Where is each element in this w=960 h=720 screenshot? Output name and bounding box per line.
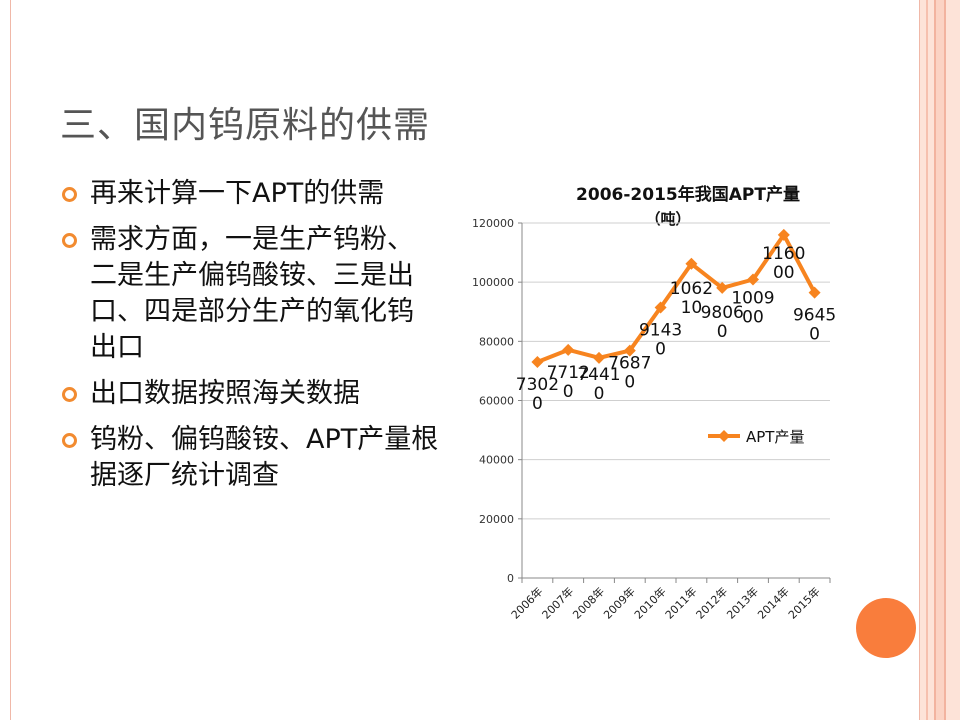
bullet-item: 再来计算一下APT的供需: [60, 176, 440, 212]
x-tick-label: 2013年: [724, 584, 761, 621]
x-tick-label: 2007年: [539, 584, 576, 621]
data-point: [808, 286, 821, 299]
bullet-item: 需求方面，一是生产钨粉、二是生产偏钨酸铵、三是出口、四是部分生产的氧化钨出口: [60, 222, 440, 366]
x-tick-label: 2008年: [570, 584, 607, 621]
legend-marker-icon: [718, 430, 730, 442]
data-label: 7441 0: [577, 365, 620, 404]
decorative-orange-circle: [856, 598, 916, 658]
bullet-text: 钨粉、偏钨酸铵、APT产量根据逐厂统计调查: [90, 424, 439, 491]
data-point: [777, 228, 790, 241]
data-point: [623, 344, 636, 357]
y-tick-label: 100000: [472, 276, 514, 289]
y-tick-label: 120000: [472, 217, 514, 230]
slide-title: 三、国内钨原料的供需: [60, 105, 431, 146]
data-label: 9645 0: [793, 306, 836, 345]
plot-area: 0200004000060000800001000001200002006年20…: [472, 217, 836, 622]
bullet-ring-icon: [62, 387, 77, 402]
chart-title-unit: （吨）: [645, 210, 690, 228]
data-point: [654, 301, 667, 314]
chart-title: 2006-2015年我国APT产量: [576, 184, 800, 205]
x-tick-label: 2011年: [662, 584, 699, 621]
data-label: 7712 0: [547, 363, 590, 402]
data-label: 9143 0: [639, 321, 682, 360]
data-point: [593, 351, 605, 364]
data-point: [716, 281, 729, 294]
legend-label: APT产量: [746, 428, 804, 446]
bullet-list: 再来计算一下APT的供需 需求方面，一是生产钨粉、二是生产偏钨酸铵、三是出口、四…: [60, 176, 440, 504]
x-tick-label: 2006年: [508, 584, 545, 621]
apt-production-chart: 2006-2015年我国APT产量 （吨） 0 20000 40000 60000 80…: [472, 184, 836, 622]
data-label: 7302 0: [516, 375, 559, 414]
y-tick-label: 60000: [479, 395, 514, 408]
bullet-ring-icon: [62, 187, 77, 202]
y-tick-label: 0: [507, 572, 514, 585]
bullet-item: 出口数据按照海关数据: [60, 376, 440, 412]
data-label: 7687 0: [608, 354, 651, 393]
y-tick-label: 80000: [479, 335, 514, 348]
data-point: [562, 343, 575, 356]
decorative-side-band: [920, 0, 960, 720]
y-tick-label: 40000: [479, 454, 514, 467]
data-label: 1009 00: [731, 289, 774, 328]
x-tick-label: 2012年: [693, 584, 730, 621]
bullet-ring-icon: [62, 233, 77, 248]
data-label: 9806 0: [701, 303, 744, 342]
x-tick-label: 2015年: [785, 584, 822, 621]
series-line: [536, 232, 817, 364]
bullet-item: 钨粉、偏钨酸铵、APT产量根据逐厂统计调查: [60, 422, 440, 494]
bullet-text: 需求方面，一是生产钨粉、二是生产偏钨酸铵、三是出口、四是部分生产的氧化钨出口: [90, 224, 414, 363]
data-point: [747, 273, 759, 286]
x-tick-label: 2014年: [754, 584, 791, 621]
data-point: [685, 257, 698, 270]
x-tick-label: 2009年: [600, 584, 637, 621]
bullet-text: 再来计算一下APT的供需: [90, 178, 385, 209]
data-label: 1160 00: [762, 244, 805, 283]
y-tick-label: 20000: [479, 513, 514, 526]
x-tick-label: 2010年: [631, 584, 668, 621]
data-point: [531, 355, 544, 368]
bullet-ring-icon: [62, 433, 77, 448]
slide-frame: [10, 0, 920, 720]
bullet-text: 出口数据按照海关数据: [90, 378, 360, 409]
data-label: 1062 10: [670, 279, 713, 318]
